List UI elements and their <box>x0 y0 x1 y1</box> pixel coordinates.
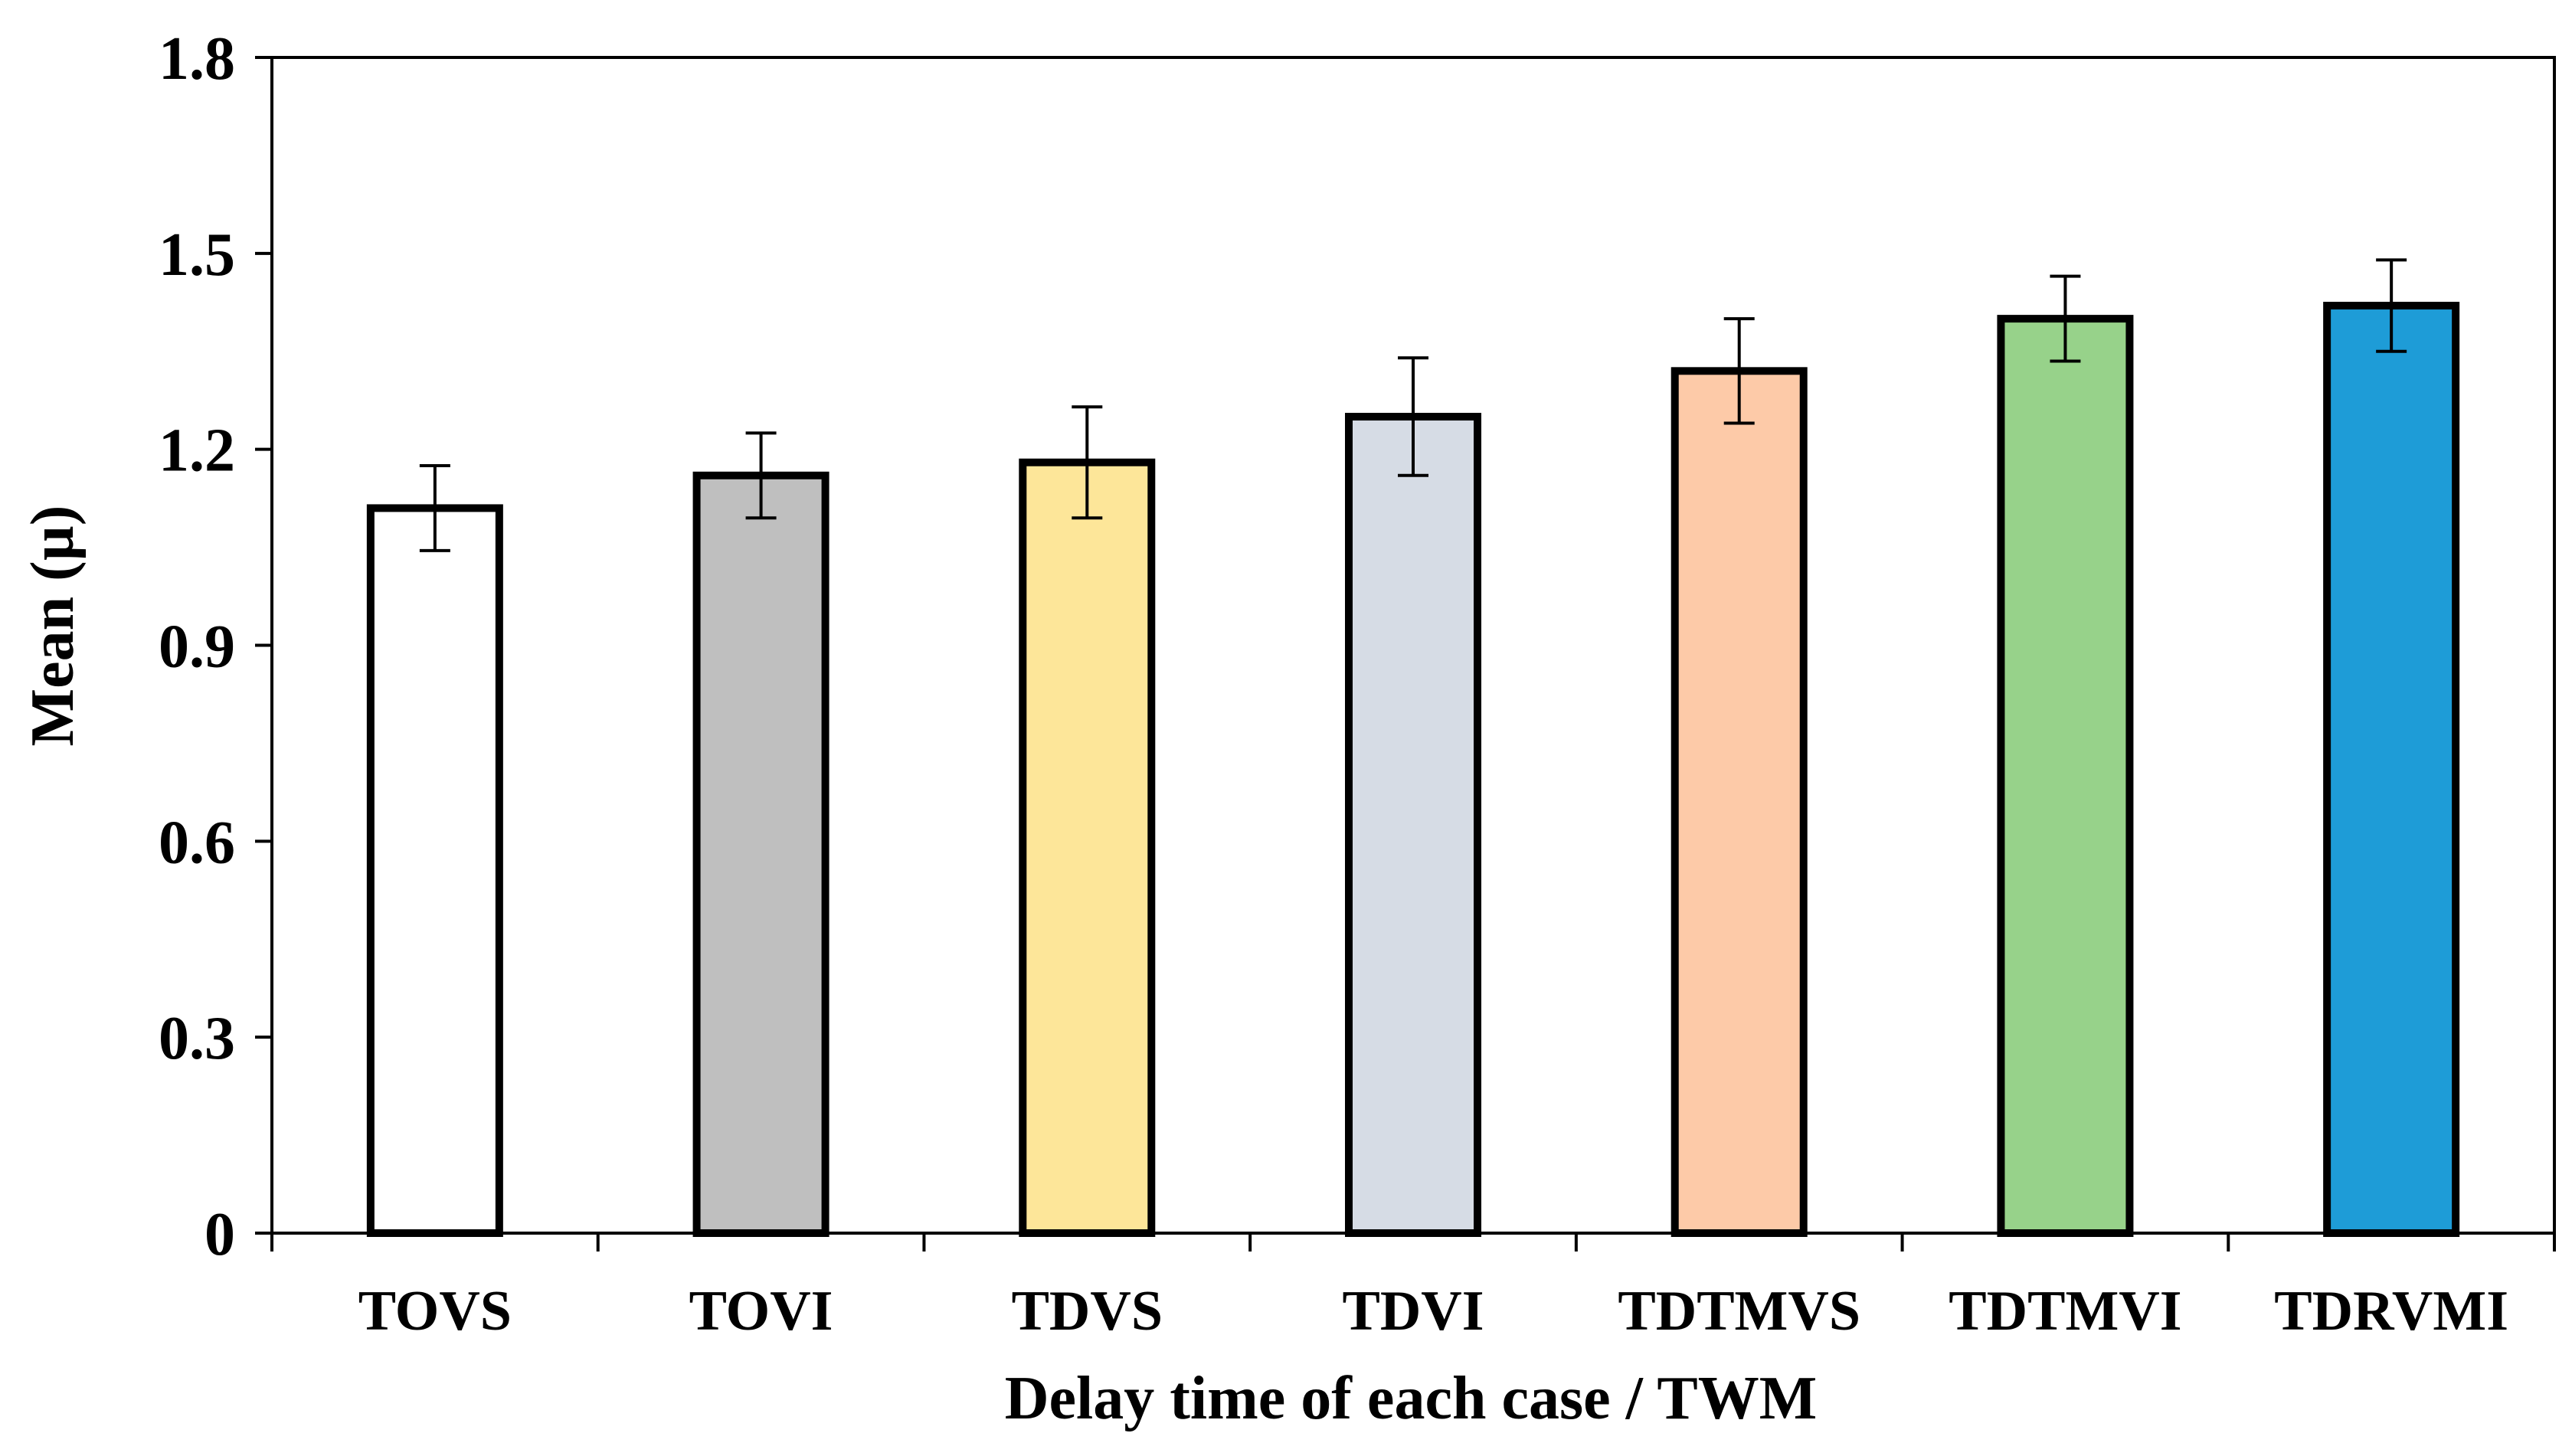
y-tick-label: 0 <box>205 1201 235 1268</box>
x-tick-label: TDVS <box>1012 1280 1163 1343</box>
x-tick-label: TOVI <box>689 1280 833 1343</box>
bar <box>2323 302 2460 1237</box>
y-tick-label: 1.2 <box>159 417 235 485</box>
bar <box>1345 413 1481 1237</box>
y-tick-label: 0.9 <box>159 613 235 681</box>
x-axis-title: Delay time of each case / TWM <box>1005 1365 1817 1432</box>
error-bar <box>1723 317 1755 425</box>
bar <box>692 471 830 1237</box>
x-tick-label: TDRVMI <box>2274 1280 2508 1343</box>
y-tick-label: 0.3 <box>159 1005 235 1072</box>
x-tick-label: TDTMVS <box>1618 1280 1860 1343</box>
x-tick-label: TDTMVI <box>1949 1280 2181 1343</box>
x-tick-label: TDVI <box>1342 1280 1484 1343</box>
error-bar <box>2050 274 2081 363</box>
bar <box>1670 367 1808 1237</box>
x-axis: TOVS TOVI TDVS TDVI TDTMVS TDTMVI TDRVMI <box>270 1233 2556 1343</box>
bar <box>366 504 503 1237</box>
y-tick-label: 1.8 <box>159 25 235 93</box>
y-tick-label: 1.5 <box>159 221 235 289</box>
error-bar <box>1072 405 1103 520</box>
bar <box>1019 458 1156 1237</box>
error-bar <box>2376 258 2407 353</box>
y-axis: 0 0.3 0.6 0.9 1.2 1.5 1.8 <box>159 25 272 1268</box>
error-bar <box>419 463 450 552</box>
bar-series <box>366 258 2460 1238</box>
y-tick-label: 0.6 <box>159 809 235 876</box>
bar <box>1997 315 2134 1238</box>
error-bar <box>1398 356 1428 477</box>
error-bar <box>745 431 777 520</box>
x-tick-label: TOVS <box>358 1280 512 1343</box>
y-axis-title: Mean (µ) <box>19 506 87 747</box>
